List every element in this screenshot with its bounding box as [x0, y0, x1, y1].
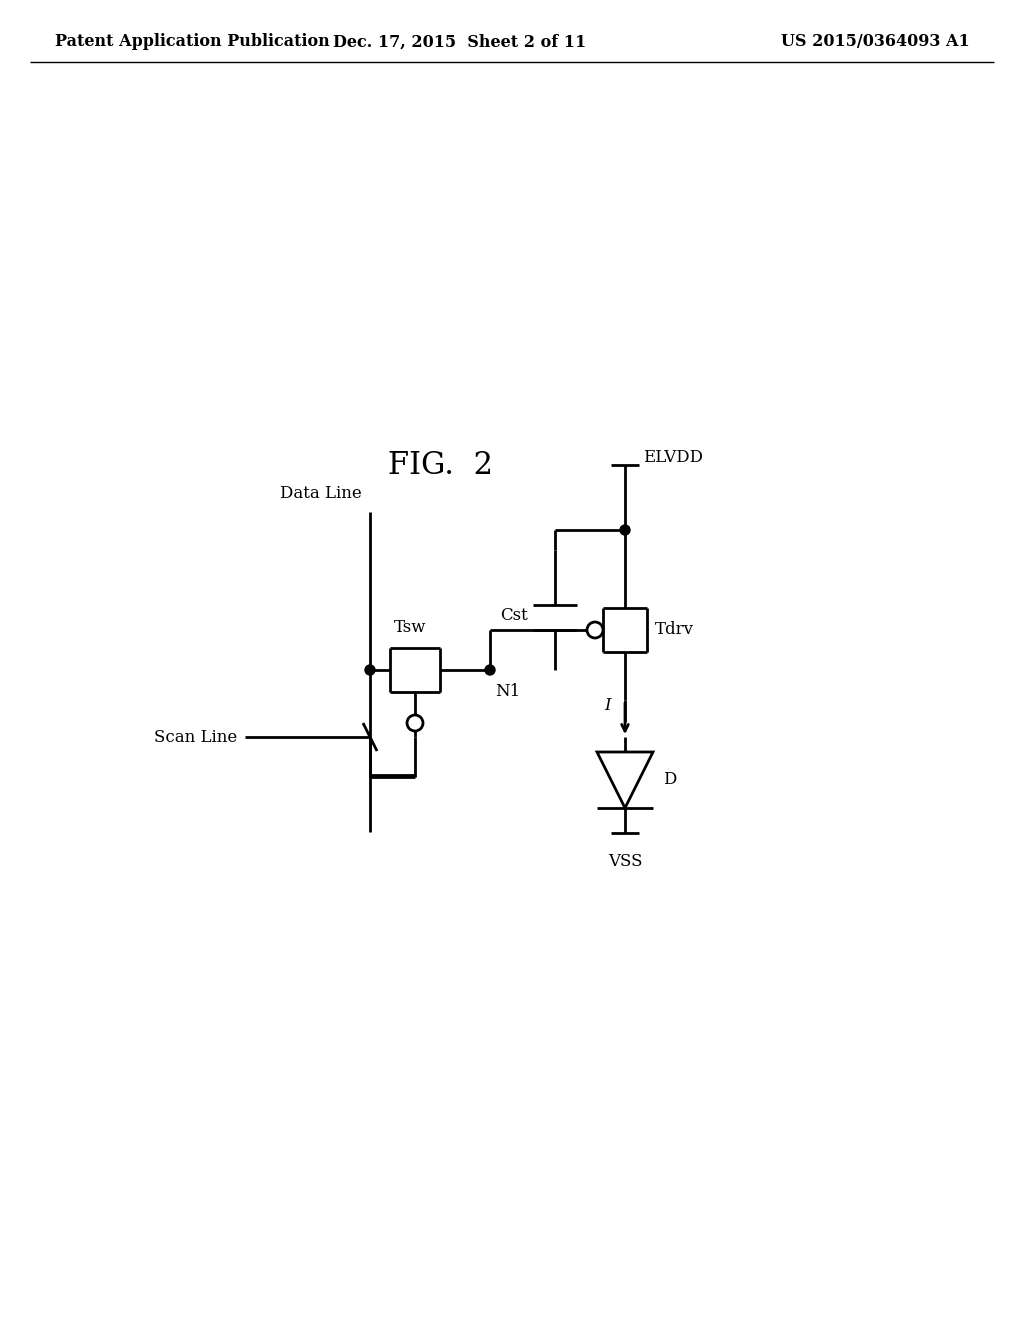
Circle shape	[587, 622, 603, 638]
Text: Tdrv: Tdrv	[655, 622, 694, 639]
Text: US 2015/0364093 A1: US 2015/0364093 A1	[781, 33, 970, 50]
Text: Patent Application Publication: Patent Application Publication	[55, 33, 330, 50]
Text: VSS: VSS	[608, 853, 642, 870]
Circle shape	[485, 665, 495, 675]
Circle shape	[365, 665, 375, 675]
Text: Dec. 17, 2015  Sheet 2 of 11: Dec. 17, 2015 Sheet 2 of 11	[334, 33, 587, 50]
Text: I: I	[604, 697, 611, 714]
Text: Data Line: Data Line	[281, 486, 362, 503]
Text: Cst: Cst	[501, 607, 528, 624]
Circle shape	[407, 715, 423, 731]
Text: ELVDD: ELVDD	[643, 450, 703, 466]
Text: Tsw: Tsw	[394, 619, 426, 636]
Text: Scan Line: Scan Line	[154, 729, 237, 746]
Text: N1: N1	[495, 684, 520, 701]
Text: FIG.  2: FIG. 2	[387, 450, 493, 480]
Text: D: D	[663, 771, 677, 788]
Circle shape	[620, 525, 630, 535]
